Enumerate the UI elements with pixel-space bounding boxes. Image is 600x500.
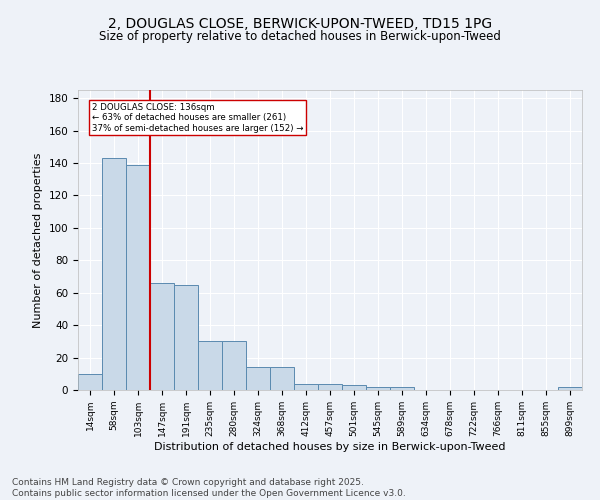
Bar <box>150 283 174 390</box>
Bar <box>294 384 318 390</box>
Bar <box>174 284 198 390</box>
Bar <box>102 158 126 390</box>
Bar <box>198 342 222 390</box>
Bar <box>390 387 414 390</box>
Text: 2 DOUGLAS CLOSE: 136sqm
← 63% of detached houses are smaller (261)
37% of semi-d: 2 DOUGLAS CLOSE: 136sqm ← 63% of detache… <box>92 103 304 133</box>
Bar <box>366 387 390 390</box>
X-axis label: Distribution of detached houses by size in Berwick-upon-Tweed: Distribution of detached houses by size … <box>154 442 506 452</box>
Bar <box>270 368 294 390</box>
Bar <box>222 342 246 390</box>
Text: Size of property relative to detached houses in Berwick-upon-Tweed: Size of property relative to detached ho… <box>99 30 501 43</box>
Bar <box>246 368 270 390</box>
Text: Contains HM Land Registry data © Crown copyright and database right 2025.
Contai: Contains HM Land Registry data © Crown c… <box>12 478 406 498</box>
Bar <box>126 164 150 390</box>
Text: 2, DOUGLAS CLOSE, BERWICK-UPON-TWEED, TD15 1PG: 2, DOUGLAS CLOSE, BERWICK-UPON-TWEED, TD… <box>108 18 492 32</box>
Bar <box>78 374 102 390</box>
Bar <box>558 387 582 390</box>
Bar <box>342 385 366 390</box>
Bar <box>318 384 342 390</box>
Y-axis label: Number of detached properties: Number of detached properties <box>33 152 43 328</box>
